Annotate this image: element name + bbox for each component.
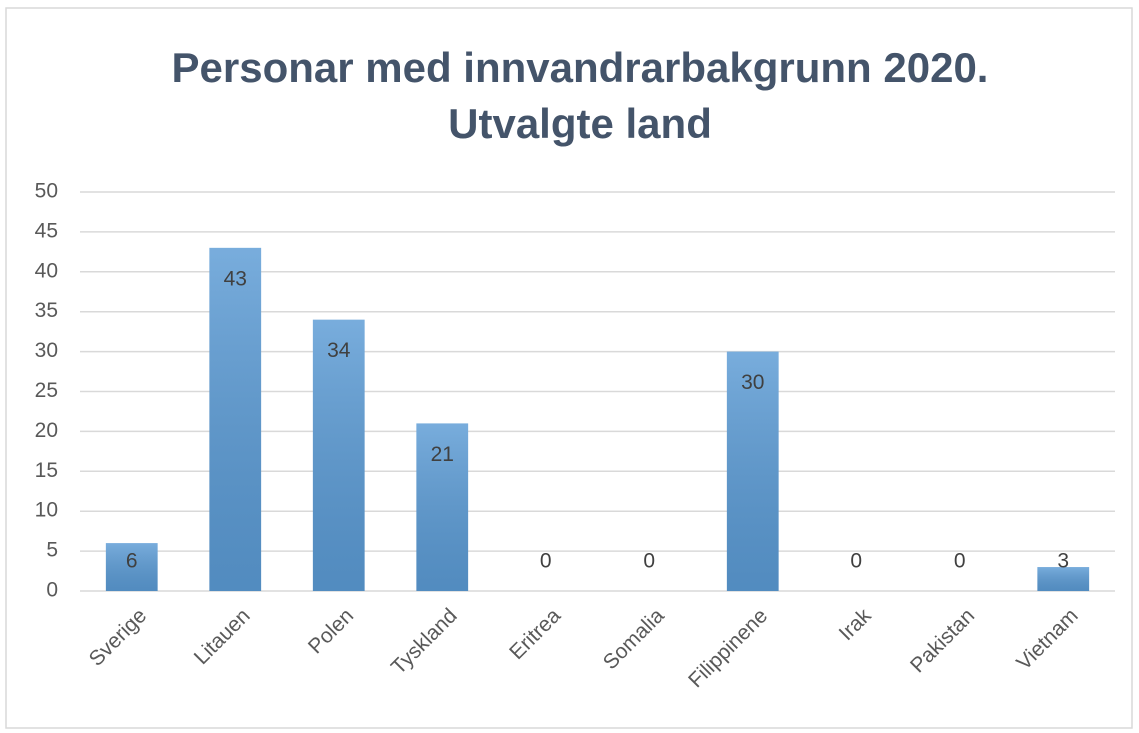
- bar-shade: [1037, 567, 1090, 591]
- chart-title: Personar med innvandrarbakgrunn 2020. Ut…: [171, 44, 989, 147]
- value-label: 6: [126, 550, 138, 573]
- bar-shade: [312, 319, 365, 591]
- value-label: 0: [954, 550, 966, 573]
- y-tick-label: 5: [46, 539, 58, 562]
- y-tick-label: 50: [35, 180, 58, 203]
- chart-frame: [5, 7, 1133, 729]
- y-tick-label: 15: [35, 459, 58, 482]
- y-tick-label: 45: [35, 219, 58, 242]
- y-tick-label: 40: [35, 259, 58, 282]
- y-tick-label: 25: [35, 379, 58, 402]
- y-tick-label: 35: [35, 299, 58, 322]
- value-label: 3: [1057, 550, 1069, 573]
- bar-shade: [209, 247, 262, 592]
- bar-shade: [105, 543, 158, 591]
- value-label: 21: [431, 443, 454, 466]
- value-label: 43: [224, 267, 247, 290]
- y-tick-label: 0: [46, 579, 58, 602]
- bar-shade: [726, 351, 779, 591]
- bar-shade: [416, 423, 469, 591]
- value-label: 0: [643, 550, 655, 573]
- y-tick-label: 10: [35, 499, 58, 522]
- y-tick-label: 30: [35, 339, 58, 362]
- value-label: 30: [741, 371, 764, 394]
- value-label: 0: [540, 550, 552, 573]
- y-tick-label: 20: [35, 419, 58, 442]
- value-label: 34: [327, 339, 351, 362]
- value-label: 0: [850, 550, 862, 573]
